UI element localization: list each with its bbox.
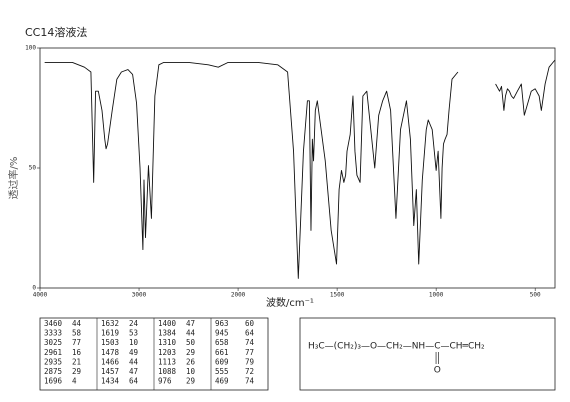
- peak-cell: 1632: [101, 319, 119, 328]
- peak-cell: 29: [186, 377, 195, 386]
- peak-cell: 2875: [44, 367, 62, 376]
- x-tick-label: 500: [530, 292, 541, 299]
- peak-cell: 64: [129, 377, 139, 386]
- peak-cell: 1478: [101, 348, 120, 357]
- peak-cell: 963: [215, 319, 229, 328]
- peak-cell: 74: [245, 338, 255, 347]
- peak-cell: 661: [215, 348, 229, 357]
- peak-cell: 29: [72, 367, 81, 376]
- formula-left: H₃C—(CH₂)₃—O—CH₂—NH—: [308, 342, 434, 352]
- formula-oxygen: O: [434, 366, 441, 376]
- peak-cell: 2961: [44, 348, 62, 357]
- peak-cell: 44: [186, 329, 196, 338]
- peak-cell: 47: [129, 367, 138, 376]
- peak-cell: 1088: [158, 367, 177, 376]
- peak-cell: 3333: [44, 329, 62, 338]
- peak-cell: 10: [129, 338, 139, 347]
- y-tick-label: 0: [32, 285, 36, 292]
- peak-cell: 1203: [158, 348, 176, 357]
- x-tick-label: 3000: [132, 292, 147, 299]
- formula-carbonyl: C: [434, 342, 440, 352]
- peak-cell: 1113: [158, 357, 176, 366]
- peak-cell: 77: [245, 348, 254, 357]
- peak-cell: 1400: [158, 319, 177, 328]
- peak-cell: 79: [245, 357, 254, 366]
- y-axis-label: 透过率/%: [7, 157, 20, 200]
- peak-cell: 555: [215, 367, 229, 376]
- peak-cell: 58: [72, 329, 82, 338]
- peak-cell: 1384: [158, 329, 177, 338]
- x-tick-label: 1000: [429, 292, 444, 299]
- peak-cell: 21: [72, 357, 81, 366]
- peak-cell: 1434: [101, 377, 120, 386]
- x-axis-label: 波数/cm⁻¹: [266, 296, 314, 309]
- spectrum-line: [44, 59, 556, 279]
- peak-cell: 60: [245, 319, 255, 328]
- chart-title: CC14溶液法: [25, 25, 87, 39]
- peak-cell: 44: [72, 319, 82, 328]
- x-tick-label: 2000: [231, 292, 246, 299]
- peak-cell: 2935: [44, 357, 62, 366]
- formula-right: —CH═CH₂: [441, 342, 486, 352]
- peak-cell: 658: [215, 338, 229, 347]
- peak-cell: 29: [186, 348, 195, 357]
- peak-cell: 74: [245, 377, 255, 386]
- peak-cell: 10: [186, 367, 196, 376]
- peak-cell: 609: [215, 357, 229, 366]
- peak-cell: 26: [186, 357, 196, 366]
- peak-cell: 72: [245, 367, 254, 376]
- y-tick-label: 50: [29, 165, 37, 172]
- peak-cell: 3460: [44, 319, 63, 328]
- peak-cell: 49: [129, 348, 138, 357]
- peak-cell: 64: [245, 329, 255, 338]
- peak-cell: 945: [215, 329, 229, 338]
- peak-cell: 1457: [101, 367, 119, 376]
- peak-cell: 1466: [101, 357, 120, 366]
- x-tick-label: 4000: [33, 292, 48, 299]
- peak-cell: 44: [129, 357, 139, 366]
- peak-cell: 976: [158, 377, 172, 386]
- x-tick-label: 1500: [330, 292, 345, 299]
- peak-cell: 1310: [158, 338, 177, 347]
- peak-cell: 469: [215, 377, 229, 386]
- peak-cell: 16: [72, 348, 82, 357]
- peak-cell: 24: [129, 319, 139, 328]
- peak-cell: 77: [72, 338, 81, 347]
- formula-frame: [299, 317, 556, 391]
- peak-cell: 1503: [101, 338, 119, 347]
- peak-cell: 1619: [101, 329, 119, 338]
- peak-cell: 47: [186, 319, 195, 328]
- peak-cell: 3025: [44, 338, 62, 347]
- peak-cell: 50: [186, 338, 196, 347]
- peak-cell: 1696: [44, 377, 63, 386]
- y-tick-label: 100: [25, 45, 36, 52]
- peak-cell: 53: [129, 329, 138, 338]
- peak-cell: 4: [72, 377, 77, 386]
